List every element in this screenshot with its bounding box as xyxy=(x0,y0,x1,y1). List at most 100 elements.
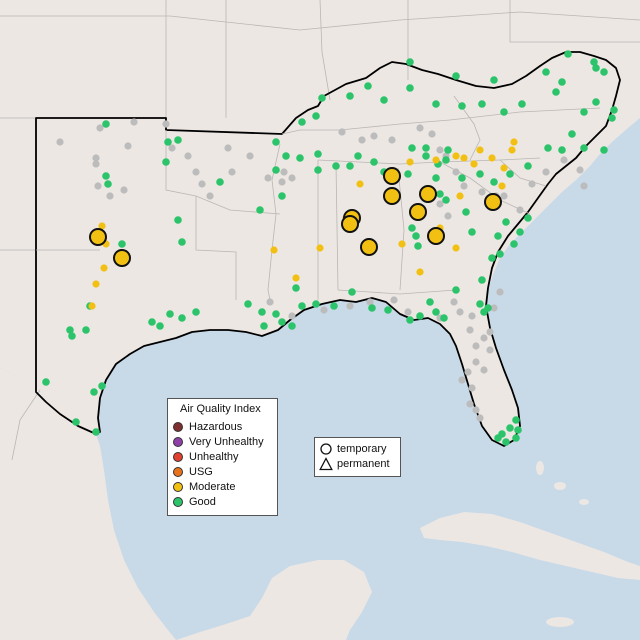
monitor-marker-good[interactable] xyxy=(82,326,90,334)
temporary-monitor-moderate[interactable] xyxy=(484,193,502,211)
monitor-marker-good[interactable] xyxy=(496,250,504,258)
monitor-marker-no-data[interactable] xyxy=(490,304,498,312)
monitor-marker-no-data[interactable] xyxy=(436,200,444,208)
monitor-marker-good[interactable] xyxy=(490,178,498,186)
monitor-marker-moderate[interactable] xyxy=(356,180,364,188)
monitor-marker-no-data[interactable] xyxy=(56,138,64,146)
monitor-marker-no-data[interactable] xyxy=(228,168,236,176)
monitor-marker-moderate[interactable] xyxy=(452,244,460,252)
monitor-marker-no-data[interactable] xyxy=(464,368,472,376)
monitor-marker-no-data[interactable] xyxy=(468,384,476,392)
monitor-marker-good[interactable] xyxy=(462,208,470,216)
monitor-marker-no-data[interactable] xyxy=(388,136,396,144)
monitor-marker-good[interactable] xyxy=(502,218,510,226)
monitor-marker-moderate[interactable] xyxy=(488,154,496,162)
monitor-marker-no-data[interactable] xyxy=(338,128,346,136)
monitor-marker-good[interactable] xyxy=(408,144,416,152)
monitor-marker-no-data[interactable] xyxy=(320,306,328,314)
monitor-marker-good[interactable] xyxy=(312,112,320,120)
monitor-marker-good[interactable] xyxy=(272,310,280,318)
monitor-marker-moderate[interactable] xyxy=(98,222,106,230)
monitor-marker-good[interactable] xyxy=(488,254,496,262)
monitor-marker-good[interactable] xyxy=(258,308,266,316)
monitor-marker-no-data[interactable] xyxy=(452,168,460,176)
monitor-marker-moderate[interactable] xyxy=(498,182,506,190)
monitor-marker-no-data[interactable] xyxy=(472,342,480,350)
monitor-marker-good[interactable] xyxy=(364,82,372,90)
monitor-marker-no-data[interactable] xyxy=(288,312,296,320)
monitor-marker-no-data[interactable] xyxy=(184,152,192,160)
monitor-marker-no-data[interactable] xyxy=(528,180,536,188)
monitor-marker-good[interactable] xyxy=(432,174,440,182)
monitor-marker-good[interactable] xyxy=(312,300,320,308)
monitor-marker-good[interactable] xyxy=(104,180,112,188)
monitor-marker-no-data[interactable] xyxy=(366,298,374,306)
monitor-marker-good[interactable] xyxy=(330,302,338,310)
monitor-marker-no-data[interactable] xyxy=(560,156,568,164)
monitor-marker-good[interactable] xyxy=(514,426,522,434)
monitor-marker-good[interactable] xyxy=(166,310,174,318)
monitor-marker-no-data[interactable] xyxy=(458,376,466,384)
monitor-marker-good[interactable] xyxy=(458,102,466,110)
monitor-marker-good[interactable] xyxy=(354,152,362,160)
monitor-marker-moderate[interactable] xyxy=(398,240,406,248)
monitor-marker-good[interactable] xyxy=(590,58,598,66)
monitor-marker-no-data[interactable] xyxy=(288,174,296,182)
monitor-marker-good[interactable] xyxy=(164,138,172,146)
monitor-marker-good[interactable] xyxy=(296,154,304,162)
monitor-marker-good[interactable] xyxy=(478,276,486,284)
monitor-marker-good[interactable] xyxy=(92,428,100,436)
monitor-marker-good[interactable] xyxy=(484,304,492,312)
monitor-marker-good[interactable] xyxy=(256,206,264,214)
monitor-marker-good[interactable] xyxy=(518,100,526,108)
monitor-marker-good[interactable] xyxy=(272,166,280,174)
monitor-marker-good[interactable] xyxy=(68,332,76,340)
monitor-marker-no-data[interactable] xyxy=(168,144,176,152)
monitor-marker-no-data[interactable] xyxy=(444,212,452,220)
monitor-marker-no-data[interactable] xyxy=(92,160,100,168)
monitor-marker-good[interactable] xyxy=(542,68,550,76)
monitor-marker-good[interactable] xyxy=(432,100,440,108)
monitor-marker-good[interactable] xyxy=(192,308,200,316)
monitor-marker-no-data[interactable] xyxy=(192,168,200,176)
monitor-marker-moderate[interactable] xyxy=(452,152,460,160)
monitor-marker-no-data[interactable] xyxy=(428,130,436,138)
monitor-marker-no-data[interactable] xyxy=(124,142,132,150)
monitor-marker-no-data[interactable] xyxy=(266,298,274,306)
monitor-marker-good[interactable] xyxy=(298,118,306,126)
monitor-marker-good[interactable] xyxy=(494,434,502,442)
monitor-marker-good[interactable] xyxy=(452,72,460,80)
monitor-marker-good[interactable] xyxy=(318,94,326,102)
monitor-marker-no-data[interactable] xyxy=(480,334,488,342)
monitor-marker-no-data[interactable] xyxy=(92,154,100,162)
monitor-marker-good[interactable] xyxy=(244,300,252,308)
temporary-monitor-moderate[interactable] xyxy=(113,249,131,267)
temporary-monitor-moderate[interactable] xyxy=(409,203,427,221)
monitor-marker-good[interactable] xyxy=(278,318,286,326)
monitor-marker-good[interactable] xyxy=(510,240,518,248)
monitor-marker-good[interactable] xyxy=(404,170,412,178)
monitor-marker-good[interactable] xyxy=(406,58,414,66)
monitor-marker-moderate[interactable] xyxy=(432,156,440,164)
monitor-marker-good[interactable] xyxy=(502,438,510,446)
monitor-marker-no-data[interactable] xyxy=(246,152,254,160)
monitor-marker-good[interactable] xyxy=(422,152,430,160)
monitor-marker-no-data[interactable] xyxy=(472,406,480,414)
monitor-marker-moderate[interactable] xyxy=(406,158,414,166)
monitor-marker-moderate[interactable] xyxy=(510,138,518,146)
monitor-marker-good[interactable] xyxy=(436,190,444,198)
monitor-marker-good[interactable] xyxy=(452,286,460,294)
monitor-marker-good[interactable] xyxy=(416,312,424,320)
monitor-marker-no-data[interactable] xyxy=(456,308,464,316)
monitor-marker-good[interactable] xyxy=(458,174,466,182)
monitor-marker-good[interactable] xyxy=(468,228,476,236)
monitor-marker-good[interactable] xyxy=(414,242,422,250)
monitor-marker-good[interactable] xyxy=(592,64,600,72)
monitor-marker-no-data[interactable] xyxy=(478,188,486,196)
monitor-marker-good[interactable] xyxy=(568,130,576,138)
monitor-marker-no-data[interactable] xyxy=(264,174,272,182)
monitor-marker-good[interactable] xyxy=(444,146,452,154)
monitor-marker-no-data[interactable] xyxy=(106,192,114,200)
monitor-marker-good[interactable] xyxy=(406,84,414,92)
monitor-marker-no-data[interactable] xyxy=(542,168,550,176)
